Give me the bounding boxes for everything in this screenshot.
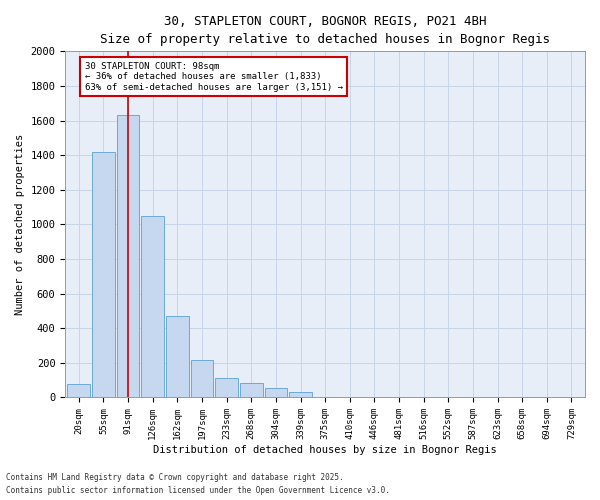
Bar [92, 152, 115, 398]
Y-axis label: Number of detached properties: Number of detached properties [15, 134, 25, 315]
Bar [265, 388, 287, 398]
Bar [117, 116, 139, 398]
X-axis label: Distribution of detached houses by size in Bognor Regis: Distribution of detached houses by size … [153, 445, 497, 455]
Bar [166, 316, 188, 398]
Bar [215, 378, 238, 398]
Bar [142, 216, 164, 398]
Bar [191, 360, 214, 398]
Text: 30 STAPLETON COURT: 98sqm
← 36% of detached houses are smaller (1,833)
63% of se: 30 STAPLETON COURT: 98sqm ← 36% of detac… [85, 62, 343, 92]
Title: 30, STAPLETON COURT, BOGNOR REGIS, PO21 4BH
Size of property relative to detache: 30, STAPLETON COURT, BOGNOR REGIS, PO21 … [100, 15, 550, 46]
Bar [240, 383, 263, 398]
Text: Contains HM Land Registry data © Crown copyright and database right 2025.
Contai: Contains HM Land Registry data © Crown c… [6, 474, 390, 495]
Bar [67, 384, 90, 398]
Bar [289, 392, 312, 398]
